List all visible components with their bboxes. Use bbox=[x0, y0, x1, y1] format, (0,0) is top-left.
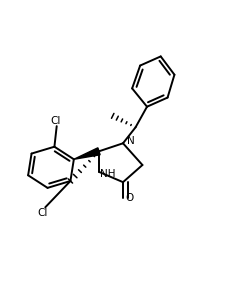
Text: O: O bbox=[125, 193, 133, 203]
Text: N: N bbox=[127, 136, 134, 146]
Text: Cl: Cl bbox=[50, 116, 60, 126]
Text: Cl: Cl bbox=[38, 208, 48, 218]
Text: NH: NH bbox=[99, 169, 115, 179]
Polygon shape bbox=[74, 148, 100, 159]
